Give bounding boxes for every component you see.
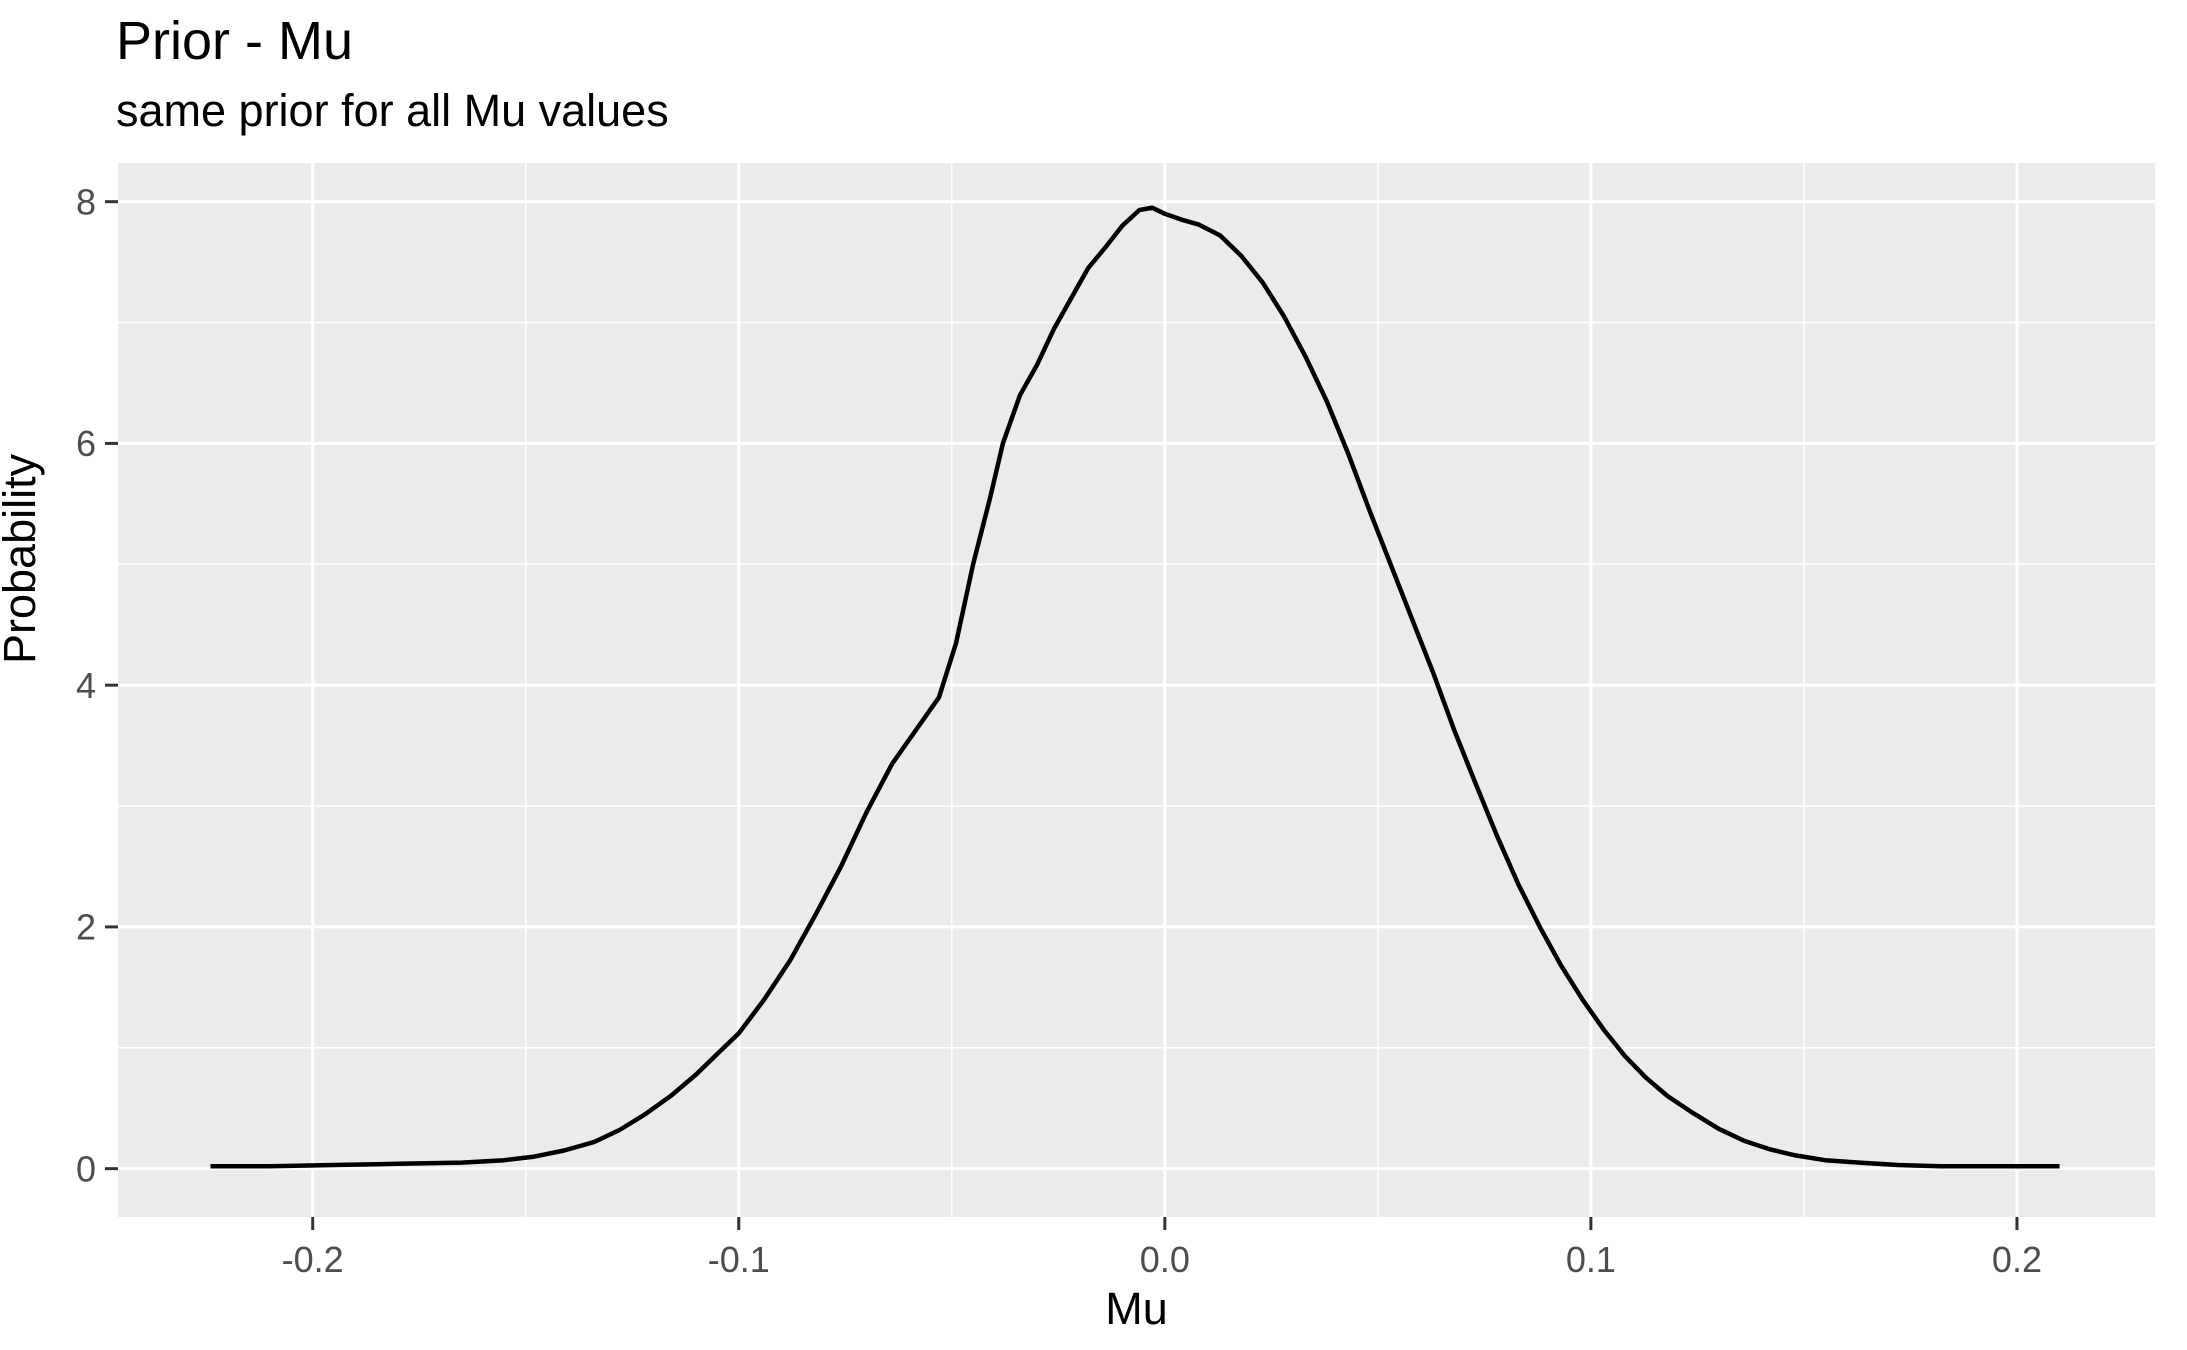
panel-background	[118, 163, 2155, 1217]
y-tick-label: 0	[76, 1148, 96, 1189]
x-tick-label: -0.1	[708, 1239, 770, 1280]
x-tick-label: -0.2	[282, 1239, 344, 1280]
minor-gridlines	[118, 163, 2155, 1217]
x-axis-tick-marks	[311, 1217, 2019, 1230]
y-tick-label: 4	[76, 665, 96, 706]
plot-subtitle: same prior for all Mu values	[116, 85, 669, 136]
y-tick-label: 8	[76, 181, 96, 222]
x-tick-label: 0.1	[1566, 1239, 1616, 1280]
major-gridlines	[118, 163, 2155, 1217]
x-tick-label: 0.2	[1992, 1239, 2042, 1280]
plot-title: Prior - Mu	[116, 11, 354, 71]
density-curve	[210, 205, 2060, 1169]
y-axis-tick-labels: 0 2 4 6 8	[76, 181, 96, 1189]
y-axis-tick-marks	[105, 200, 118, 1171]
y-tick-label: 6	[76, 423, 96, 464]
y-tick-label: 2	[76, 907, 96, 948]
x-axis-tick-labels: -0.2 -0.1 0.0 0.1 0.2	[282, 1239, 2042, 1280]
x-axis-title: Mu	[1105, 1283, 1168, 1334]
y-axis-title: Probability	[0, 453, 45, 664]
x-tick-label: 0.0	[1140, 1239, 1190, 1280]
